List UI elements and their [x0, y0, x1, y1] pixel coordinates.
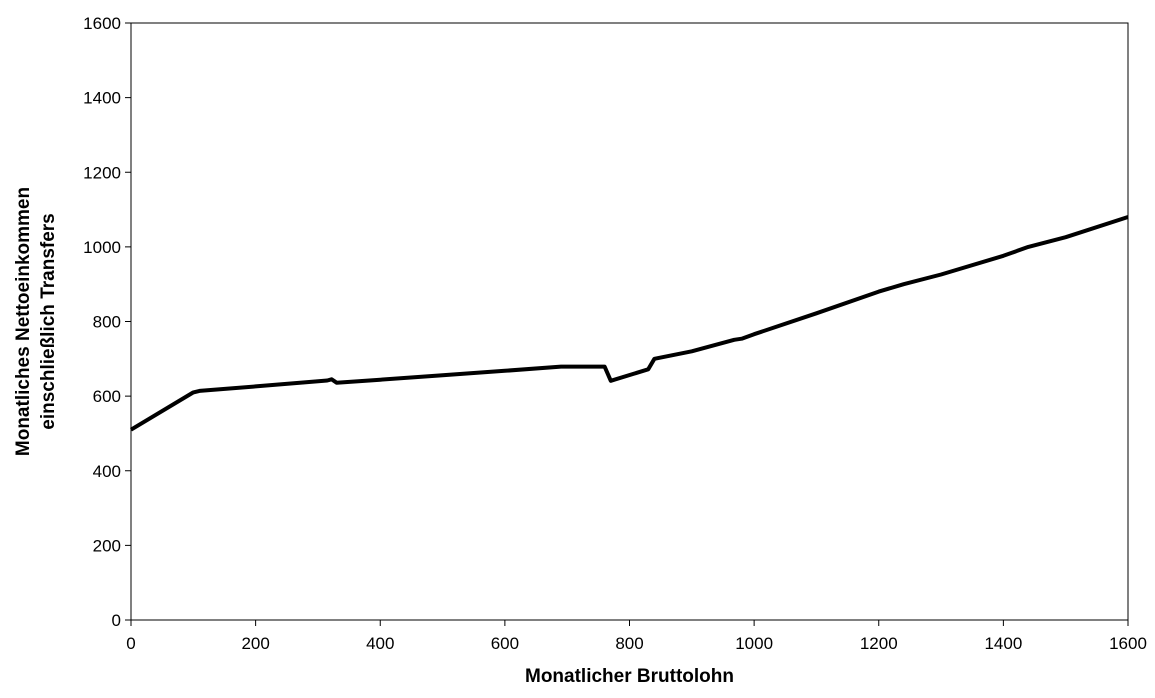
tick-labels: 0 200 400 600 800 1000 1200 1400 1600 0 200 400 600 8… — [83, 14, 1147, 653]
y-tick-label: 1200 — [83, 163, 121, 182]
plot-frame — [130, 22, 1129, 621]
y-tick-label: 200 — [93, 536, 121, 555]
y-tick-label: 1400 — [83, 89, 121, 108]
x-tick-label: 0 — [126, 634, 135, 653]
x-tick-label: 1200 — [860, 634, 898, 653]
y-tick-label: 1000 — [83, 238, 121, 257]
x-tick-label: 200 — [241, 634, 269, 653]
y-tick-label: 1600 — [83, 14, 121, 33]
x-tick-label: 400 — [366, 634, 394, 653]
series-layer — [129, 215, 1129, 432]
series-line — [129, 215, 1129, 432]
x-tick-label: 600 — [491, 634, 519, 653]
y-axis-title-line: einschließlich Transfers — [38, 213, 59, 429]
y-tick-label: 800 — [93, 313, 121, 332]
y-tick-label: 600 — [93, 387, 121, 406]
axis-titles: Monatlicher Bruttolohn Monatliches Nettoe… — [13, 187, 734, 687]
axes — [125, 22, 1129, 626]
y-axis-title-line: Monatliches Nettoeinkommen — [13, 187, 34, 456]
x-tick-label: 800 — [615, 634, 643, 653]
x-tick-label: 1400 — [984, 634, 1022, 653]
y-tick-label: 400 — [93, 462, 121, 481]
x-tick-label: 1600 — [1109, 634, 1147, 653]
x-tick-label: 1000 — [735, 634, 773, 653]
y-tick-label: 0 — [112, 611, 121, 630]
x-axis-title: Monatlicher Bruttolohn — [525, 666, 734, 687]
